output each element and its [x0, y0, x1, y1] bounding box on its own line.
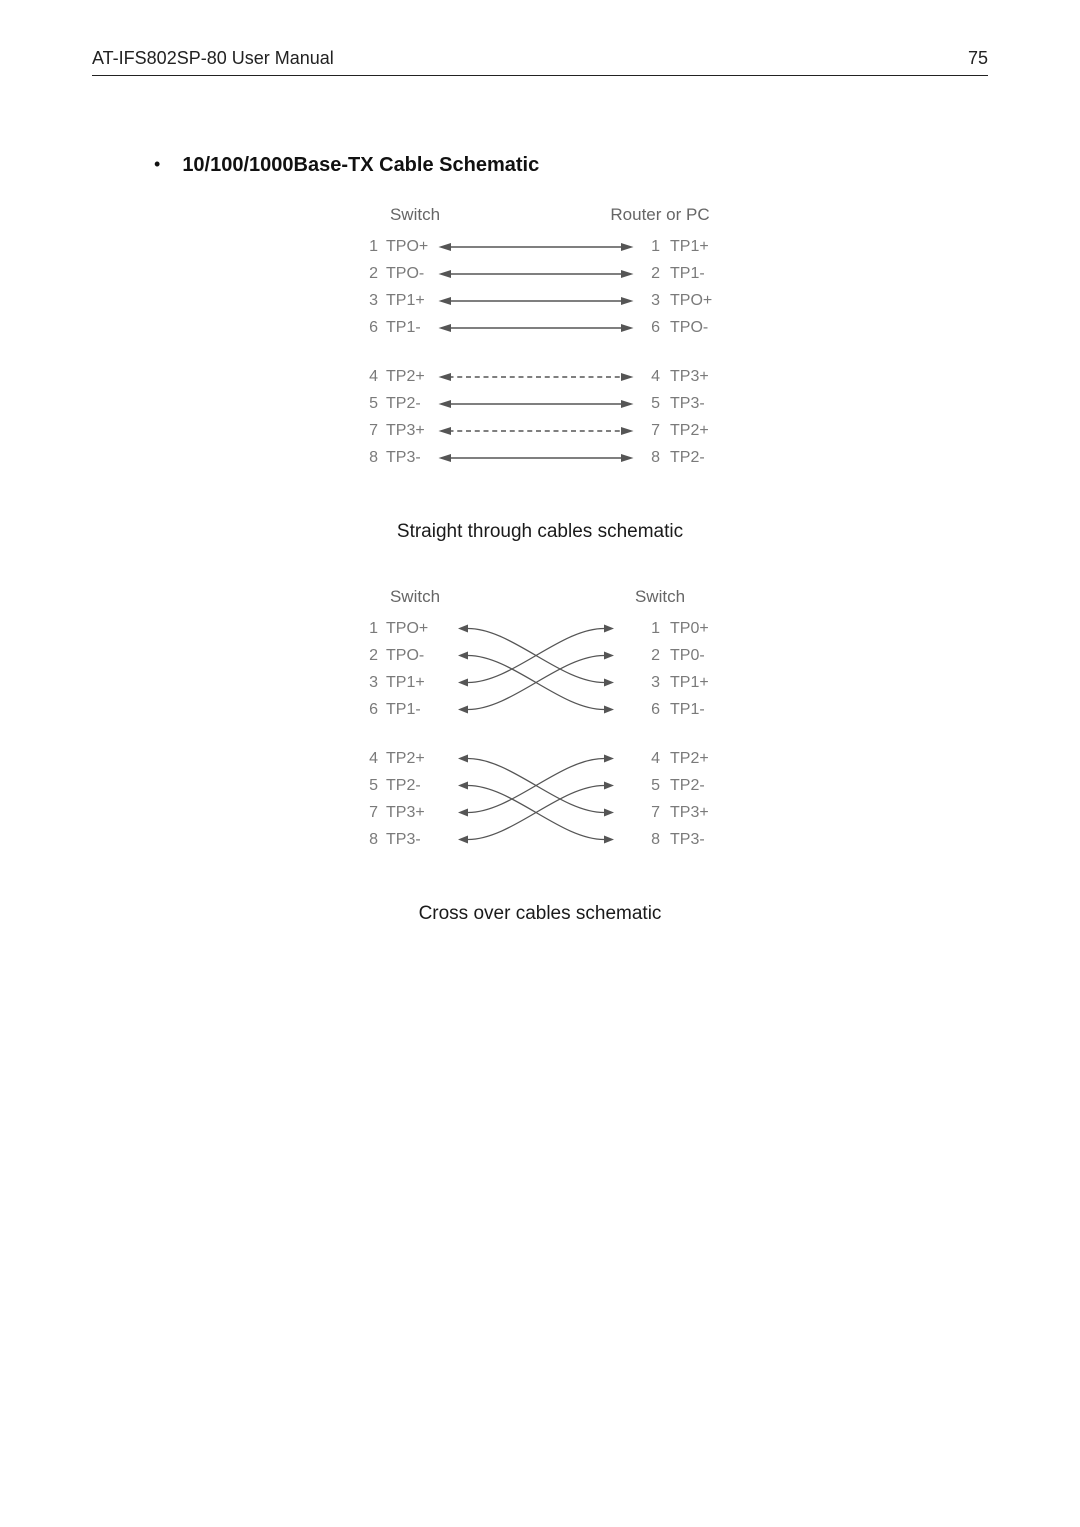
- left-pin: 4: [360, 750, 378, 768]
- left-label: TP2+: [378, 750, 436, 768]
- pin-row: 3 TP1+ 3 TPO+: [360, 287, 720, 314]
- right-label: TP3-: [660, 395, 720, 413]
- left-label: TP3-: [378, 831, 436, 849]
- cross-group: 1TPO+2TPO-3TP1+6TP1-1TP0+2TP0-3TP1+6TP1-: [360, 615, 720, 723]
- straight-through-diagram: Switch Router or PC 1 TPO+ 1 TP1+ 2 TPO-…: [92, 205, 988, 543]
- page-header: AT-IFS802SP-80 User Manual 75: [92, 48, 988, 76]
- pin-row: 4 TP2+ 4 TP3+: [360, 363, 720, 390]
- connector-line: [436, 370, 636, 384]
- left-label: TP2-: [378, 395, 436, 413]
- right-label: TP1+: [660, 238, 720, 256]
- right-pin: 3: [636, 674, 660, 692]
- connector-line: [436, 424, 636, 438]
- right-pin: 4: [636, 750, 660, 768]
- page: AT-IFS802SP-80 User Manual 75 • 10/100/1…: [0, 0, 1080, 1527]
- pin-row: 2 TPO- 2 TP1-: [360, 260, 720, 287]
- right-pin: 7: [636, 804, 660, 822]
- section-heading: • 10/100/1000Base-TX Cable Schematic: [154, 154, 988, 177]
- right-label: TP3-: [660, 831, 720, 849]
- right-label: TP2+: [660, 750, 720, 768]
- left-label: TP2+: [378, 368, 436, 386]
- right-label: TP3+: [660, 804, 720, 822]
- left-label: TPO-: [378, 647, 436, 665]
- straight-caption: Straight through cables schematic: [397, 521, 683, 543]
- left-label: TPO-: [378, 265, 436, 283]
- right-pin: 8: [636, 449, 660, 467]
- right-label: TPO-: [660, 319, 720, 337]
- cross-group: 4TP2+5TP2-7TP3+8TP3-4TP2+5TP2-7TP3+8TP3-: [360, 745, 720, 853]
- right-label: TP1+: [660, 674, 720, 692]
- connector-line: [436, 451, 636, 465]
- right-pin: 5: [636, 395, 660, 413]
- page-number: 75: [968, 48, 988, 69]
- pin-row: 8 TP3- 8 TP2-: [360, 444, 720, 471]
- straight-left-header: Switch: [360, 205, 470, 225]
- right-label: TP1-: [660, 701, 720, 719]
- left-label: TP3+: [378, 422, 436, 440]
- right-label: TP2+: [660, 422, 720, 440]
- right-pin: 6: [636, 319, 660, 337]
- straight-right-header: Router or PC: [600, 205, 720, 225]
- cross-connector: [456, 745, 616, 853]
- left-label: TP3-: [378, 449, 436, 467]
- left-pin: 5: [360, 395, 378, 413]
- left-pin: 7: [360, 804, 378, 822]
- connector-line: [436, 321, 636, 335]
- connector-line: [436, 294, 636, 308]
- left-pin: 3: [360, 292, 378, 310]
- connector-line: [436, 267, 636, 281]
- right-label: TP0+: [660, 620, 720, 638]
- left-pin: 6: [360, 319, 378, 337]
- right-label: TPO+: [660, 292, 720, 310]
- left-label: TP1+: [378, 674, 436, 692]
- left-pin: 3: [360, 674, 378, 692]
- pin-row: 6 TP1- 6 TPO-: [360, 314, 720, 341]
- left-pin: 1: [360, 620, 378, 638]
- left-label: TP1+: [378, 292, 436, 310]
- left-label: TP2-: [378, 777, 436, 795]
- right-pin: 4: [636, 368, 660, 386]
- right-pin: 3: [636, 292, 660, 310]
- right-label: TP2-: [660, 777, 720, 795]
- left-label: TP1-: [378, 319, 436, 337]
- right-pin: 7: [636, 422, 660, 440]
- left-pin: 6: [360, 701, 378, 719]
- pin-row: 5 TP2- 5 TP3-: [360, 390, 720, 417]
- right-label: TP1-: [660, 265, 720, 283]
- right-pin: 6: [636, 701, 660, 719]
- left-pin: 5: [360, 777, 378, 795]
- left-pin: 1: [360, 238, 378, 256]
- right-pin: 1: [636, 620, 660, 638]
- bullet-icon: •: [154, 155, 160, 173]
- right-pin: 2: [636, 647, 660, 665]
- left-pin: 4: [360, 368, 378, 386]
- cross-left-header: Switch: [360, 587, 470, 607]
- right-pin: 1: [636, 238, 660, 256]
- left-label: TPO+: [378, 620, 436, 638]
- left-pin: 8: [360, 449, 378, 467]
- cross-right-header: Switch: [600, 587, 720, 607]
- left-label: TP1-: [378, 701, 436, 719]
- cross-caption: Cross over cables schematic: [419, 903, 662, 925]
- right-label: TP0-: [660, 647, 720, 665]
- section-title: 10/100/1000Base-TX Cable Schematic: [182, 154, 539, 177]
- crossover-diagram: Switch Switch 1TPO+2TPO-3TP1+6TP1-1TP0+2…: [92, 587, 988, 925]
- pin-row: 1 TPO+ 1 TP1+: [360, 233, 720, 260]
- left-label: TP3+: [378, 804, 436, 822]
- right-label: TP2-: [660, 449, 720, 467]
- right-pin: 5: [636, 777, 660, 795]
- left-pin: 2: [360, 647, 378, 665]
- left-pin: 8: [360, 831, 378, 849]
- left-label: TPO+: [378, 238, 436, 256]
- connector-line: [436, 240, 636, 254]
- cross-connector: [456, 615, 616, 723]
- left-pin: 2: [360, 265, 378, 283]
- manual-title: AT-IFS802SP-80 User Manual: [92, 48, 334, 69]
- connector-line: [436, 397, 636, 411]
- right-pin: 2: [636, 265, 660, 283]
- right-label: TP3+: [660, 368, 720, 386]
- pin-row: 7 TP3+ 7 TP2+: [360, 417, 720, 444]
- left-pin: 7: [360, 422, 378, 440]
- right-pin: 8: [636, 831, 660, 849]
